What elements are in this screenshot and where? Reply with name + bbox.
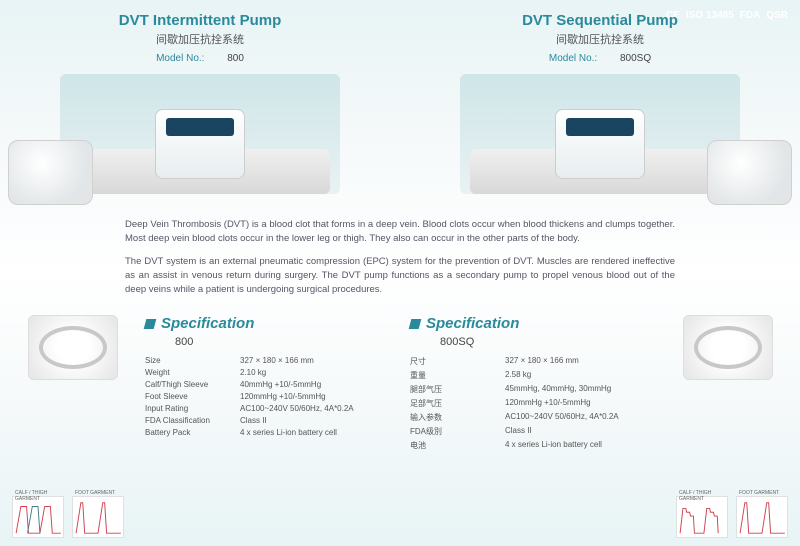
spec-left-table: Size327 × 180 × 166 mmWeight2.10 kgCalf/… xyxy=(145,354,390,438)
spec-row: FDA ClassificationClass II xyxy=(145,414,390,426)
spec-key: 尺寸 xyxy=(410,356,505,367)
product-left-image xyxy=(60,74,340,194)
product-right-image xyxy=(460,74,740,194)
spec-left: Specification 800 Size327 × 180 × 166 mm… xyxy=(145,315,390,452)
spec-row: 电池4 x series Li-ion battery cell xyxy=(410,438,655,452)
products-section: DVT Intermittent Pump 间歇加压抗拴系统 Model No.… xyxy=(0,0,800,210)
spec-value: 2.58 kg xyxy=(505,370,655,381)
spec-marker-icon xyxy=(409,319,422,329)
spec-value: Class II xyxy=(240,416,390,425)
accessory-left-image xyxy=(8,140,93,205)
description-p1: Deep Vein Thrombosis (DVT) is a blood cl… xyxy=(125,218,675,247)
chart-calf-right: CALF / THIGH GARMENT xyxy=(676,496,728,538)
spec-row: FDA级別Class II xyxy=(410,424,655,438)
spec-key: 电池 xyxy=(410,440,505,451)
chart-title: CALF / THIGH GARMENT xyxy=(679,490,727,502)
spec-value: 4 x series Li-ion battery cell xyxy=(505,440,655,451)
spec-key: Battery Pack xyxy=(145,428,240,437)
spec-right: Specification 800SQ 尺寸327 × 180 × 166 mm… xyxy=(410,315,655,452)
spec-row: 输入参数AC100~240V 50/60Hz, 4A*0.2A xyxy=(410,410,655,424)
chart-foot-right: FOOT GARMENT xyxy=(736,496,788,538)
cable-image xyxy=(28,315,118,380)
spec-key: 腿部气压 xyxy=(410,384,505,395)
spec-value: Class II xyxy=(505,426,655,437)
spec-value: 120mmHg +10/-5mmHg xyxy=(240,392,390,401)
product-left-title: DVT Intermittent Pump xyxy=(0,12,400,29)
spec-value: 4 x series Li-ion battery cell xyxy=(240,428,390,437)
product-right-subtitle: 间歇加压抗拴系统 xyxy=(400,31,800,47)
spec-value: 120mmHg +10/-5mmHg xyxy=(505,398,655,409)
accessory-right-image xyxy=(707,140,792,205)
spec-row: Foot Sleeve120mmHg +10/-5mmHg xyxy=(145,390,390,402)
spec-key: Calf/Thigh Sleeve xyxy=(145,380,240,389)
spec-right-model: 800SQ xyxy=(440,336,655,348)
spec-value: 45mmHg, 40mmHg, 30mmHg xyxy=(505,384,655,395)
spec-row: Input RatingAC100~240V 50/60Hz, 4A*0.2A xyxy=(145,402,390,414)
spec-row: 重量2.58 kg xyxy=(410,368,655,382)
cable-image xyxy=(683,315,773,380)
spec-key: 输入参数 xyxy=(410,412,505,423)
spec-value: AC100~240V 50/60Hz, 4A*0.2A xyxy=(505,412,655,423)
spec-key: 足部气压 xyxy=(410,398,505,409)
cable-left-images xyxy=(20,315,125,452)
charts-left: CALF / THIGH GARMENT FOOT GARMENT xyxy=(12,496,124,538)
spec-right-table: 尺寸327 × 180 × 166 mm重量2.58 kg腿部气压45mmHg,… xyxy=(410,354,655,452)
model-value-left: 800 xyxy=(227,53,244,64)
spec-key: FDA Classification xyxy=(145,416,240,425)
model-value-right: 800SQ xyxy=(620,53,651,64)
spec-value: 2.10 kg xyxy=(240,368,390,377)
chart-title: FOOT GARMENT xyxy=(739,490,779,496)
spec-section: Specification 800 Size327 × 180 × 166 mm… xyxy=(0,315,800,452)
spec-row: Size327 × 180 × 166 mm xyxy=(145,354,390,366)
spec-value: 327 × 180 × 166 mm xyxy=(505,356,655,367)
description-p2: The DVT system is an external pneumatic … xyxy=(125,255,675,298)
chart-foot-left: FOOT GARMENT xyxy=(72,496,124,538)
spec-value: AC100~240V 50/60Hz, 4A*0.2A xyxy=(240,404,390,413)
spec-row: Battery Pack4 x series Li-ion battery ce… xyxy=(145,426,390,438)
spec-left-title: Specification xyxy=(161,315,254,332)
chart-title: CALF / THIGH GARMENT xyxy=(15,490,63,502)
model-label-right: Model No.: xyxy=(549,53,597,64)
spec-left-model: 800 xyxy=(175,336,390,348)
cable-right-images xyxy=(675,315,780,452)
spec-key: Input Rating xyxy=(145,404,240,413)
product-right-title: DVT Sequential Pump xyxy=(400,12,800,29)
chart-title: FOOT GARMENT xyxy=(75,490,115,496)
chart-calf-left: CALF / THIGH GARMENT xyxy=(12,496,64,538)
spec-value: 40mmHg +10/-5mmHg xyxy=(240,380,390,389)
product-left-subtitle: 间歇加压抗拴系统 xyxy=(0,31,400,47)
spec-key: 重量 xyxy=(410,370,505,381)
charts-right: CALF / THIGH GARMENT FOOT GARMENT xyxy=(676,496,788,538)
spec-key: FDA级別 xyxy=(410,426,505,437)
spec-marker-icon xyxy=(144,319,157,329)
spec-row: Calf/Thigh Sleeve40mmHg +10/-5mmHg xyxy=(145,378,390,390)
spec-row: Weight2.10 kg xyxy=(145,366,390,378)
spec-row: 尺寸327 × 180 × 166 mm xyxy=(410,354,655,368)
model-label-left: Model No.: xyxy=(156,53,204,64)
description: Deep Vein Thrombosis (DVT) is a blood cl… xyxy=(0,210,800,315)
spec-key: Size xyxy=(145,356,240,365)
spec-right-title: Specification xyxy=(426,315,519,332)
spec-key: Weight xyxy=(145,368,240,377)
spec-value: 327 × 180 × 166 mm xyxy=(240,356,390,365)
spec-key: Foot Sleeve xyxy=(145,392,240,401)
spec-row: 腿部气压45mmHg, 40mmHg, 30mmHg xyxy=(410,382,655,396)
spec-row: 足部气压120mmHg +10/-5mmHg xyxy=(410,396,655,410)
